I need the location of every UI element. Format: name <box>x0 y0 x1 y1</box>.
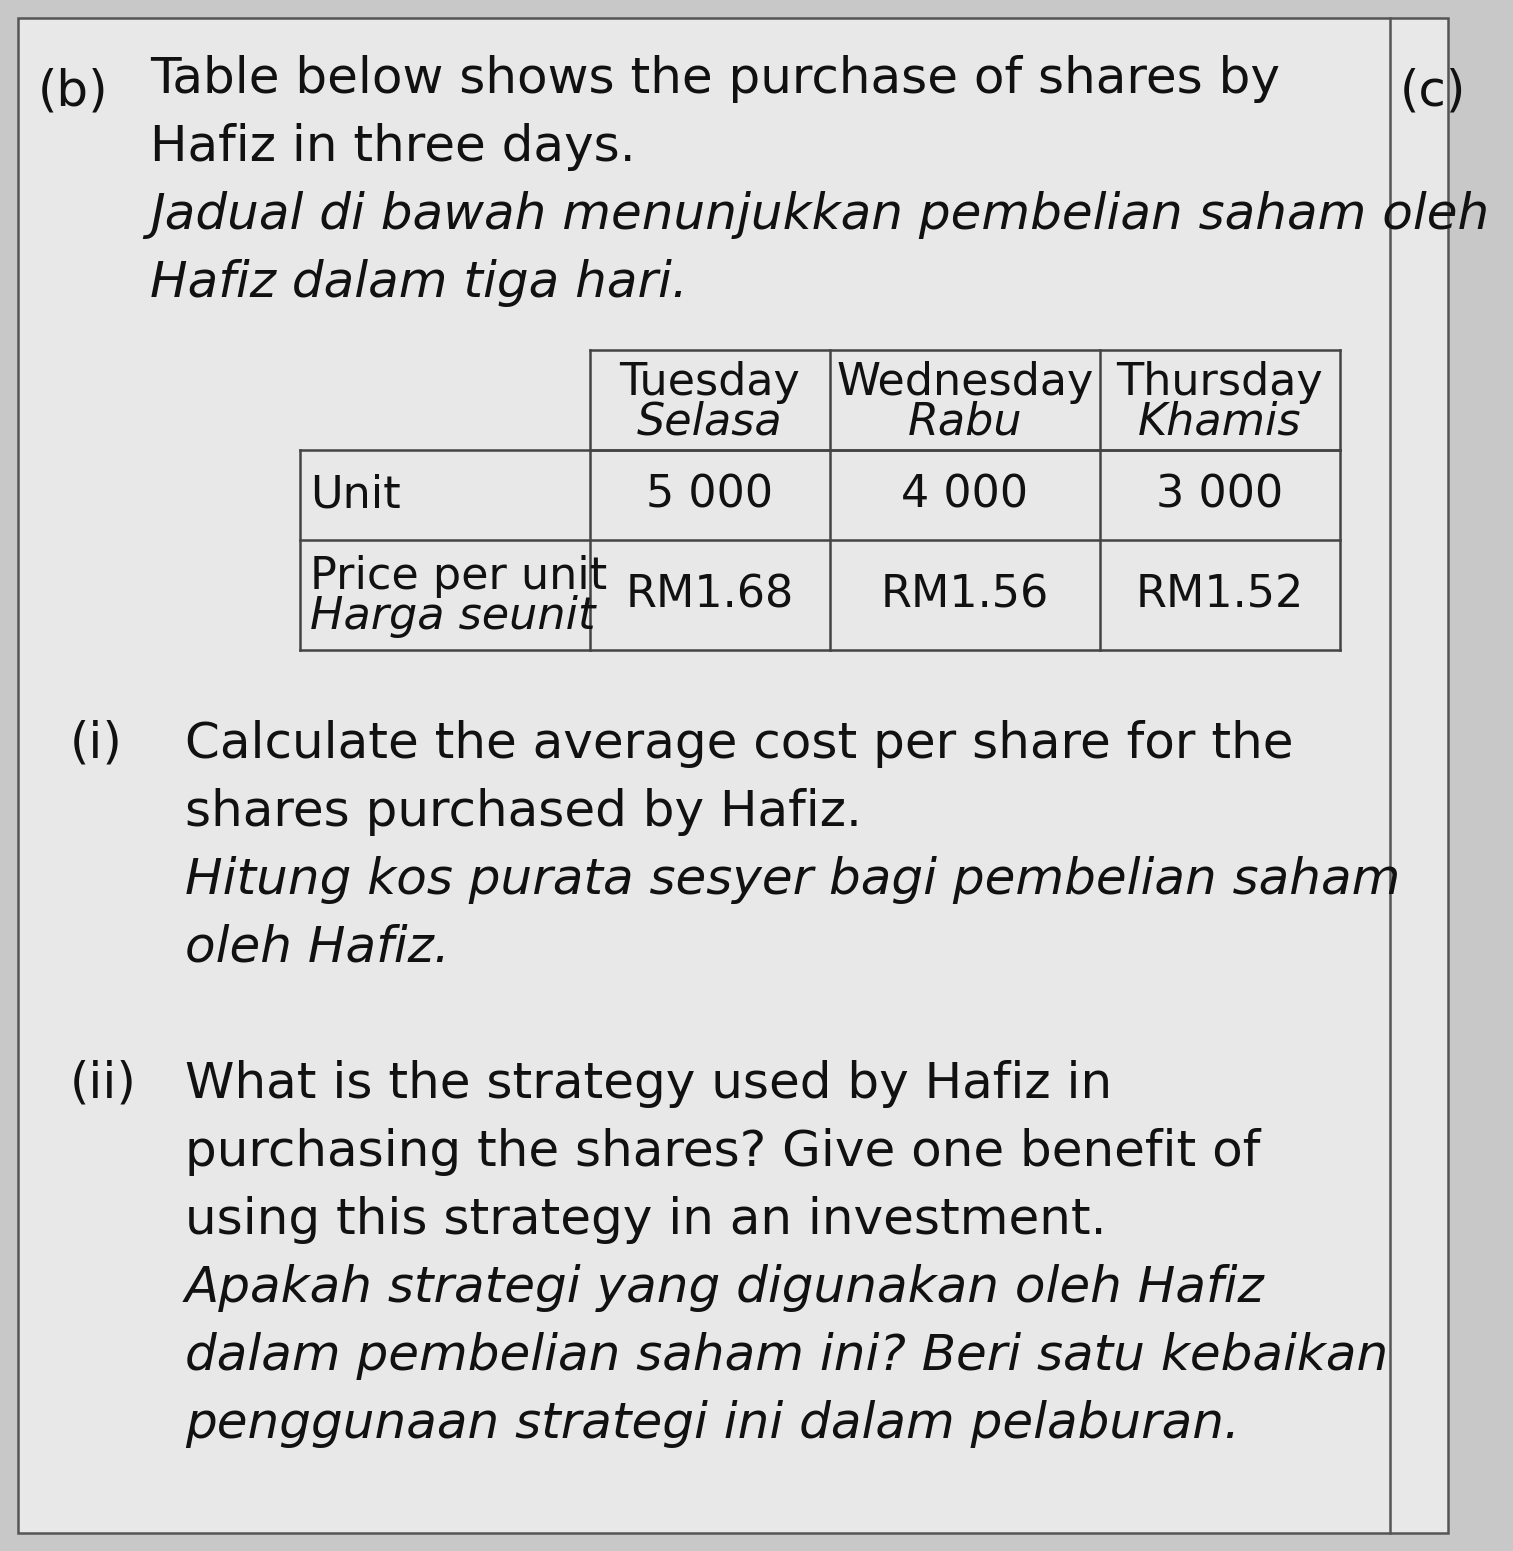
Text: Wednesday: Wednesday <box>837 360 1094 403</box>
Text: purchasing the shares? Give one benefit of: purchasing the shares? Give one benefit … <box>185 1128 1260 1176</box>
Text: using this strategy in an investment.: using this strategy in an investment. <box>185 1196 1106 1244</box>
Text: Price per unit: Price per unit <box>310 555 607 599</box>
Text: RM1.56: RM1.56 <box>881 574 1049 616</box>
Text: 3 000: 3 000 <box>1156 473 1283 516</box>
Text: Khamis: Khamis <box>1138 400 1301 444</box>
Text: Hafiz dalam tiga hari.: Hafiz dalam tiga hari. <box>150 259 688 307</box>
Text: What is the strategy used by Hafiz in: What is the strategy used by Hafiz in <box>185 1059 1112 1107</box>
Text: dalam pembelian saham ini? Beri satu kebaikan: dalam pembelian saham ini? Beri satu keb… <box>185 1332 1389 1380</box>
Text: penggunaan strategi ini dalam pelaburan.: penggunaan strategi ini dalam pelaburan. <box>185 1401 1239 1449</box>
Text: Selasa: Selasa <box>637 400 782 444</box>
Text: (c): (c) <box>1400 68 1466 116</box>
Text: Table below shows the purchase of shares by: Table below shows the purchase of shares… <box>150 54 1280 102</box>
Text: Rabu: Rabu <box>908 400 1023 444</box>
Text: RM1.52: RM1.52 <box>1136 574 1304 616</box>
Text: Hafiz in three days.: Hafiz in three days. <box>150 123 635 171</box>
Text: Calculate the average cost per share for the: Calculate the average cost per share for… <box>185 720 1294 768</box>
Text: 4 000: 4 000 <box>902 473 1029 516</box>
Text: 5 000: 5 000 <box>646 473 773 516</box>
Text: Thursday: Thursday <box>1117 360 1324 403</box>
Text: (ii): (ii) <box>70 1059 136 1107</box>
Text: shares purchased by Hafiz.: shares purchased by Hafiz. <box>185 788 862 836</box>
Text: (i): (i) <box>70 720 123 768</box>
Text: Jadual di bawah menunjukkan pembelian saham oleh: Jadual di bawah menunjukkan pembelian sa… <box>150 191 1489 239</box>
Text: oleh Hafiz.: oleh Hafiz. <box>185 924 449 972</box>
Text: Tuesday: Tuesday <box>619 360 800 403</box>
Text: Unit: Unit <box>310 473 401 516</box>
Text: Harga seunit: Harga seunit <box>310 596 596 639</box>
Text: (b): (b) <box>38 68 109 116</box>
Text: Hitung kos purata sesyer bagi pembelian saham: Hitung kos purata sesyer bagi pembelian … <box>185 856 1401 904</box>
Text: RM1.68: RM1.68 <box>626 574 794 616</box>
Text: Apakah strategi yang digunakan oleh Hafiz: Apakah strategi yang digunakan oleh Hafi… <box>185 1264 1265 1312</box>
